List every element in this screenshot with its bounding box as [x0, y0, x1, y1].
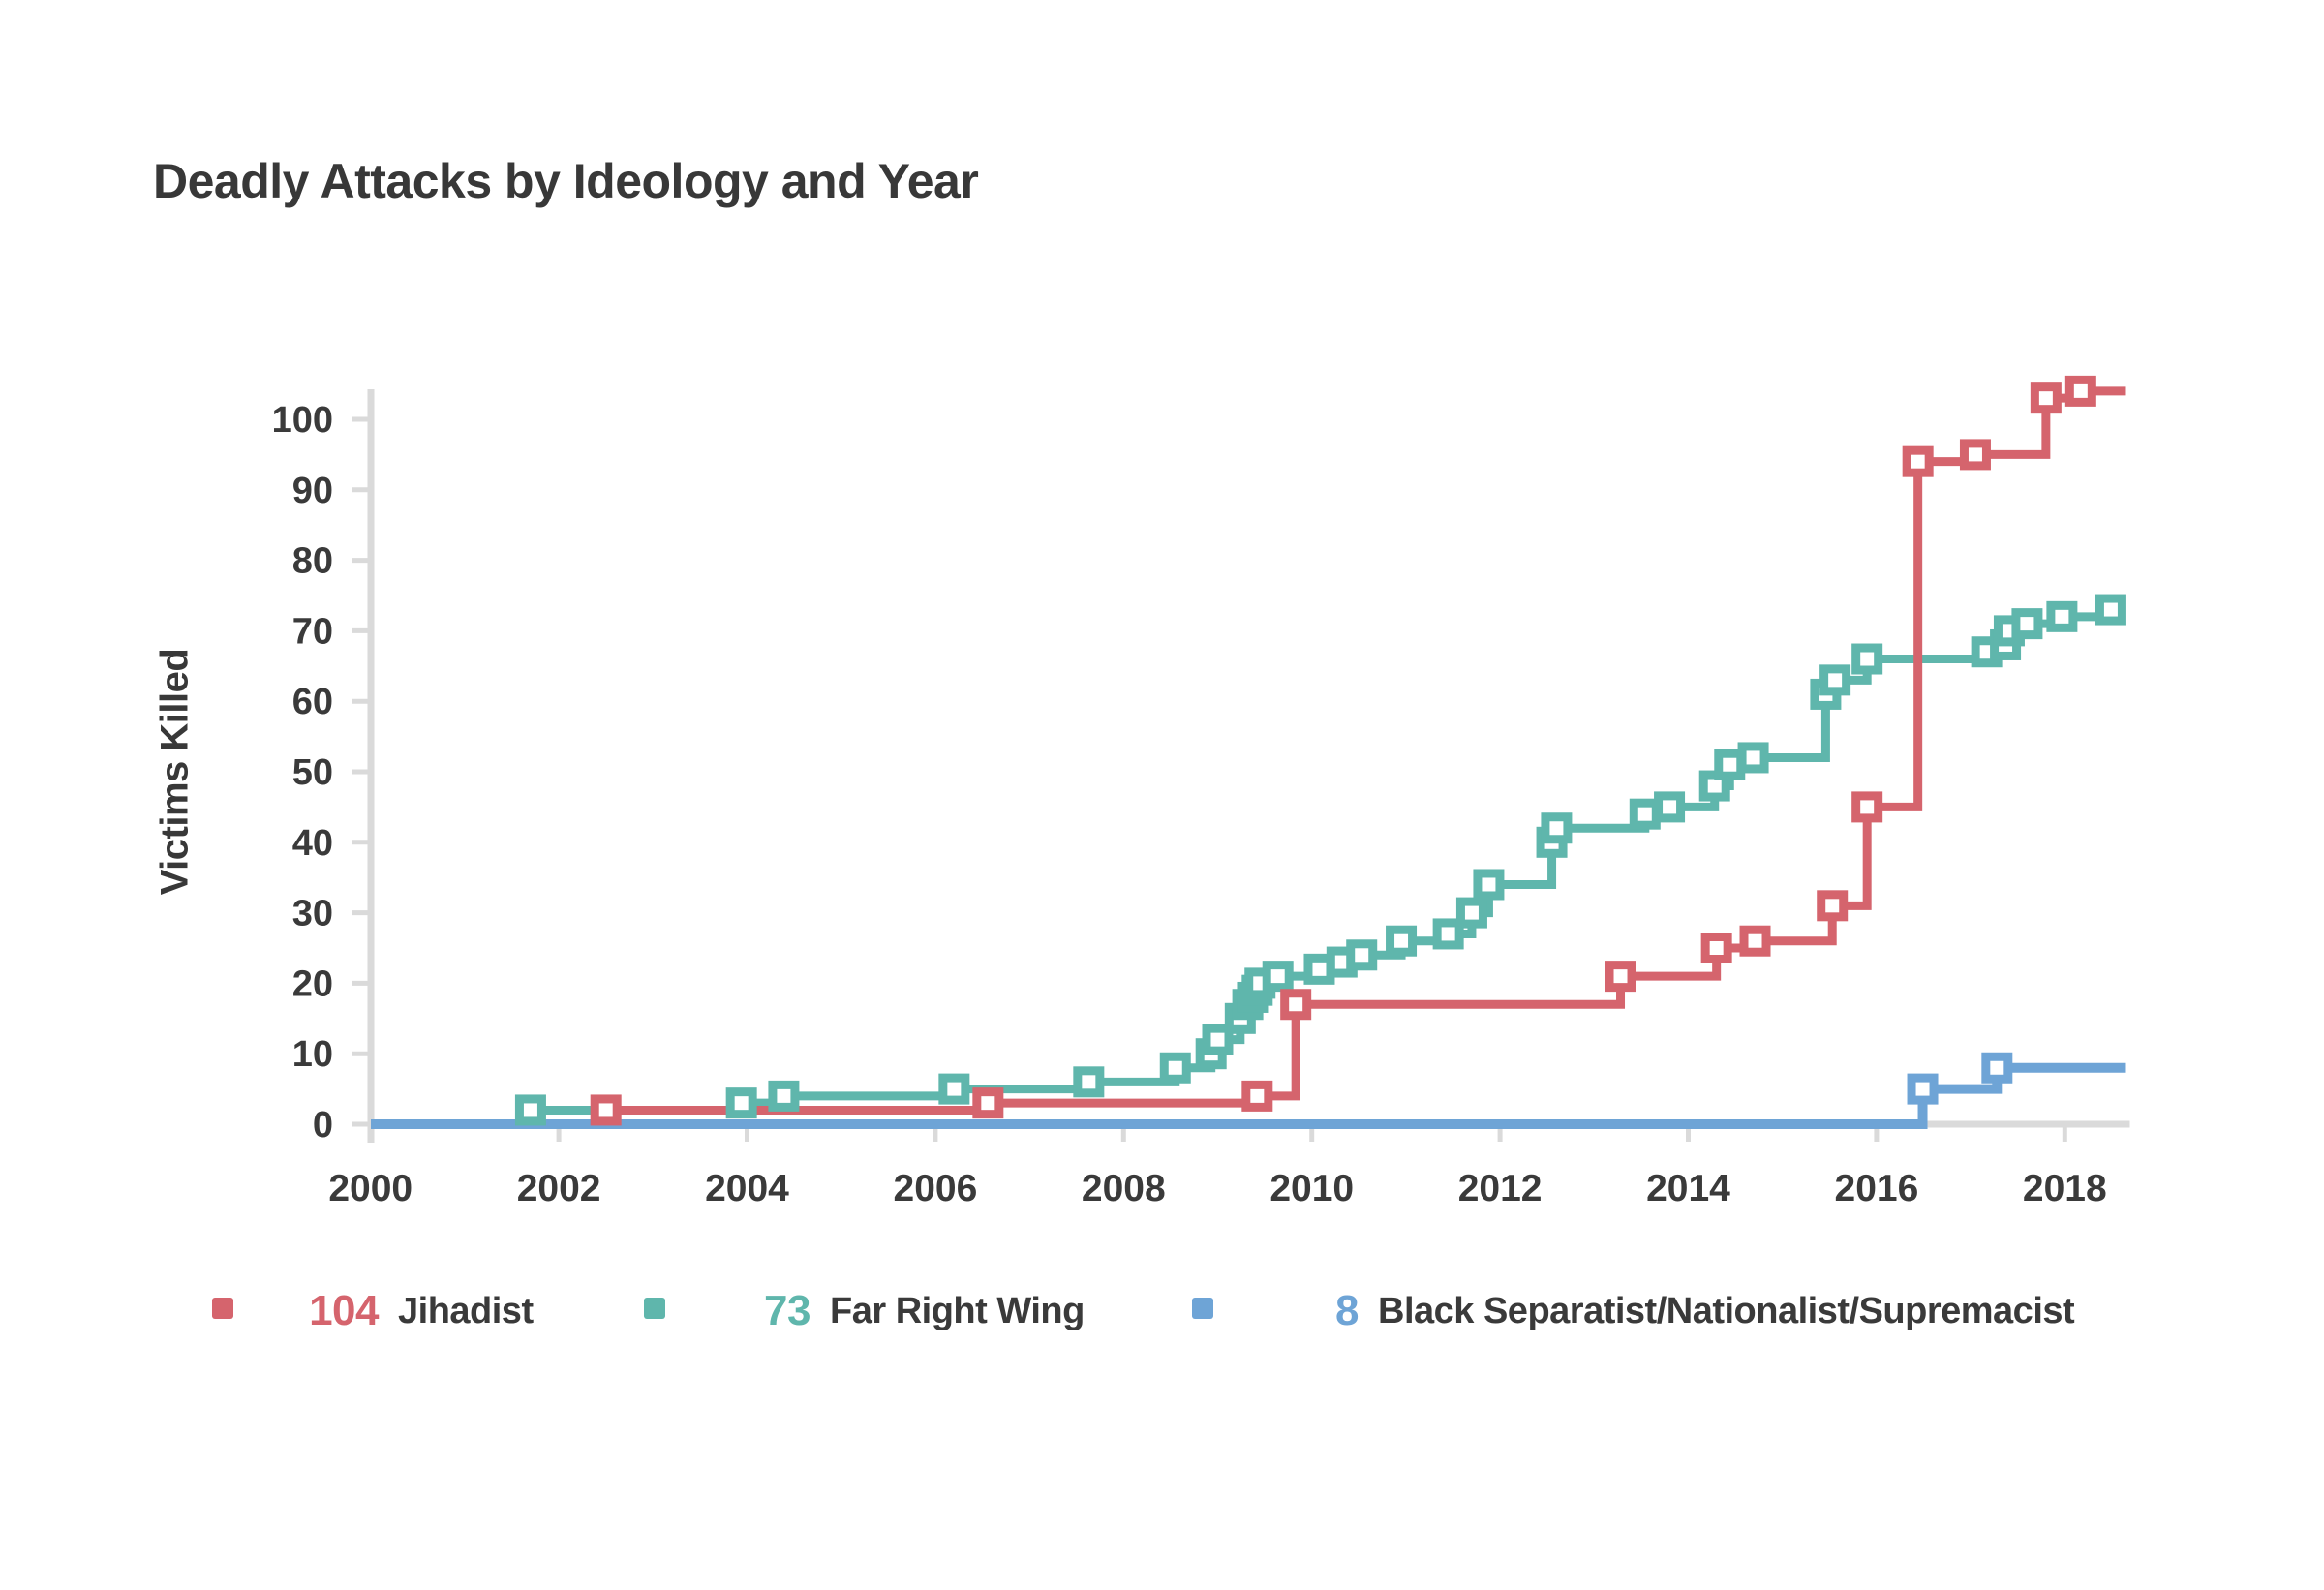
y-tick-label-60: 60 [292, 682, 333, 722]
far-right-wing-total: 73 [764, 1287, 810, 1334]
marker-jihadist-2009.42-4 [1241, 1080, 1273, 1112]
marker-black-separatist-nationalist-supremacist-2017.28-8 [1981, 1052, 2013, 1084]
marker-far-right-wing-2015.9-66 [1851, 643, 1883, 675]
marker-far-right-wing-2011.88-34 [1473, 869, 1505, 901]
x-tick-label-2018: 2018 [2023, 1168, 2107, 1209]
marker-black-separatist-nationalist-supremacist-2016.49-5 [1907, 1073, 1939, 1105]
legend-item-black-separatist: 8 Black Separatist/Nationalist/Supremaci… [1192, 1287, 2075, 1335]
legend-item-far-right-wing: 73 Far Right Wing [644, 1287, 1085, 1335]
marker-jihadist-2002.5-2 [590, 1094, 622, 1126]
marker-jihadist-2014.3-25 [1700, 933, 1732, 963]
chart-legend: 104 Jihadist 73 Far Right Wing 8 Black S… [0, 1287, 2324, 1335]
marker-far-right-wing-2011.45-27 [1432, 918, 1464, 950]
marker-far-right-wing-2008.55-8 [1159, 1052, 1191, 1084]
marker-jihadist-2006.56-3 [972, 1087, 1004, 1119]
marker-far-right-wing-2011.7-30 [1455, 897, 1487, 929]
jihadist-swatch-icon [212, 1298, 233, 1319]
marker-far-right-wing-2001.7-2 [514, 1094, 546, 1126]
marker-jihadist-2018.17-104 [2064, 375, 2096, 407]
marker-far-right-wing-2017.97-72 [2046, 600, 2078, 632]
marker-far-right-wing-2013.54-44 [1629, 798, 1661, 830]
marker-jihadist-2016.44-94 [1902, 445, 1934, 477]
marker-far-right-wing-2013.8-45 [1654, 791, 1686, 823]
far-right-wing-swatch-icon [644, 1298, 665, 1319]
jihadist-total: 104 [309, 1287, 379, 1334]
marker-far-right-wing-2014.44-51 [1714, 749, 1746, 780]
black-separatist-swatch-icon [1192, 1298, 1213, 1319]
y-tick-label-40: 40 [292, 823, 333, 864]
y-tick-label-30: 30 [292, 894, 333, 934]
far-right-wing-label: Far Right Wing [830, 1290, 1085, 1331]
series-line-jihadist [605, 386, 2126, 1115]
x-tick-label-2008: 2008 [1082, 1168, 1166, 1209]
marker-far-right-wing-2012.6-42 [1541, 812, 1573, 844]
black-separatist-label: Black Separatist/Nationalist/Supremacist [1378, 1290, 2075, 1331]
marker-jihadist-2017.05-95 [1959, 439, 1991, 471]
marker-jihadist-2013.28-21 [1605, 961, 1636, 993]
marker-jihadist-2017.8-103 [2030, 382, 2062, 414]
series-line-black-separatist-nationalist-supremacist [371, 1062, 2126, 1129]
y-tick-label-20: 20 [292, 963, 333, 1004]
x-tick-label-2006: 2006 [894, 1168, 978, 1209]
y-tick-label-50: 50 [292, 752, 333, 793]
x-tick-label-2012: 2012 [1458, 1168, 1543, 1209]
marker-jihadist-2015.9-45 [1851, 791, 1883, 823]
x-tick-label-2000: 2000 [328, 1168, 413, 1209]
marker-far-right-wing-2007.63-6 [1073, 1066, 1105, 1098]
marker-far-right-wing-2006.2-5 [938, 1073, 970, 1105]
x-tick-label-2002: 2002 [517, 1168, 601, 1209]
x-tick-label-2004: 2004 [705, 1168, 789, 1209]
series-line-far-right-wing [530, 605, 2126, 1115]
y-tick-label-10: 10 [292, 1034, 333, 1075]
marker-far-right-wing-2004.39-4 [768, 1080, 800, 1112]
marker-far-right-wing-2003.94-3 [725, 1087, 757, 1119]
y-tick-label-100: 100 [272, 400, 333, 441]
y-tick-label-90: 90 [292, 471, 333, 511]
marker-far-right-wing-2009-12 [1202, 1024, 1234, 1055]
x-tick-label-2010: 2010 [1269, 1168, 1354, 1209]
marker-jihadist-2014.71-26 [1739, 925, 1771, 957]
marker-far-right-wing-2015.56-63 [1819, 664, 1851, 696]
marker-far-right-wing-2017.6-71 [2011, 608, 2043, 640]
y-tick-label-80: 80 [292, 541, 333, 582]
jihadist-label: Jihadist [398, 1290, 534, 1331]
marker-far-right-wing-2010.95-26 [1386, 925, 1418, 957]
black-separatist-total: 8 [1335, 1287, 1359, 1334]
marker-far-right-wing-2009.64-21 [1262, 961, 1294, 993]
legend-item-jihadist: 104 Jihadist [212, 1287, 534, 1335]
y-tick-label-70: 70 [292, 611, 333, 652]
x-tick-label-2016: 2016 [1835, 1168, 1919, 1209]
marker-jihadist-2009.83-17 [1280, 989, 1312, 1021]
chart-title: Deadly Attacks by Ideology and Year [153, 154, 979, 208]
marker-far-right-wing-2014.69-52 [1737, 742, 1769, 774]
marker-far-right-wing-2010.53-24 [1346, 939, 1378, 971]
x-tick-label-2014: 2014 [1646, 1168, 1730, 1209]
marker-jihadist-2015.53-31 [1817, 890, 1849, 922]
y-tick-label-0: 0 [313, 1105, 333, 1146]
marker-far-right-wing-2018.49-73 [2095, 594, 2126, 626]
